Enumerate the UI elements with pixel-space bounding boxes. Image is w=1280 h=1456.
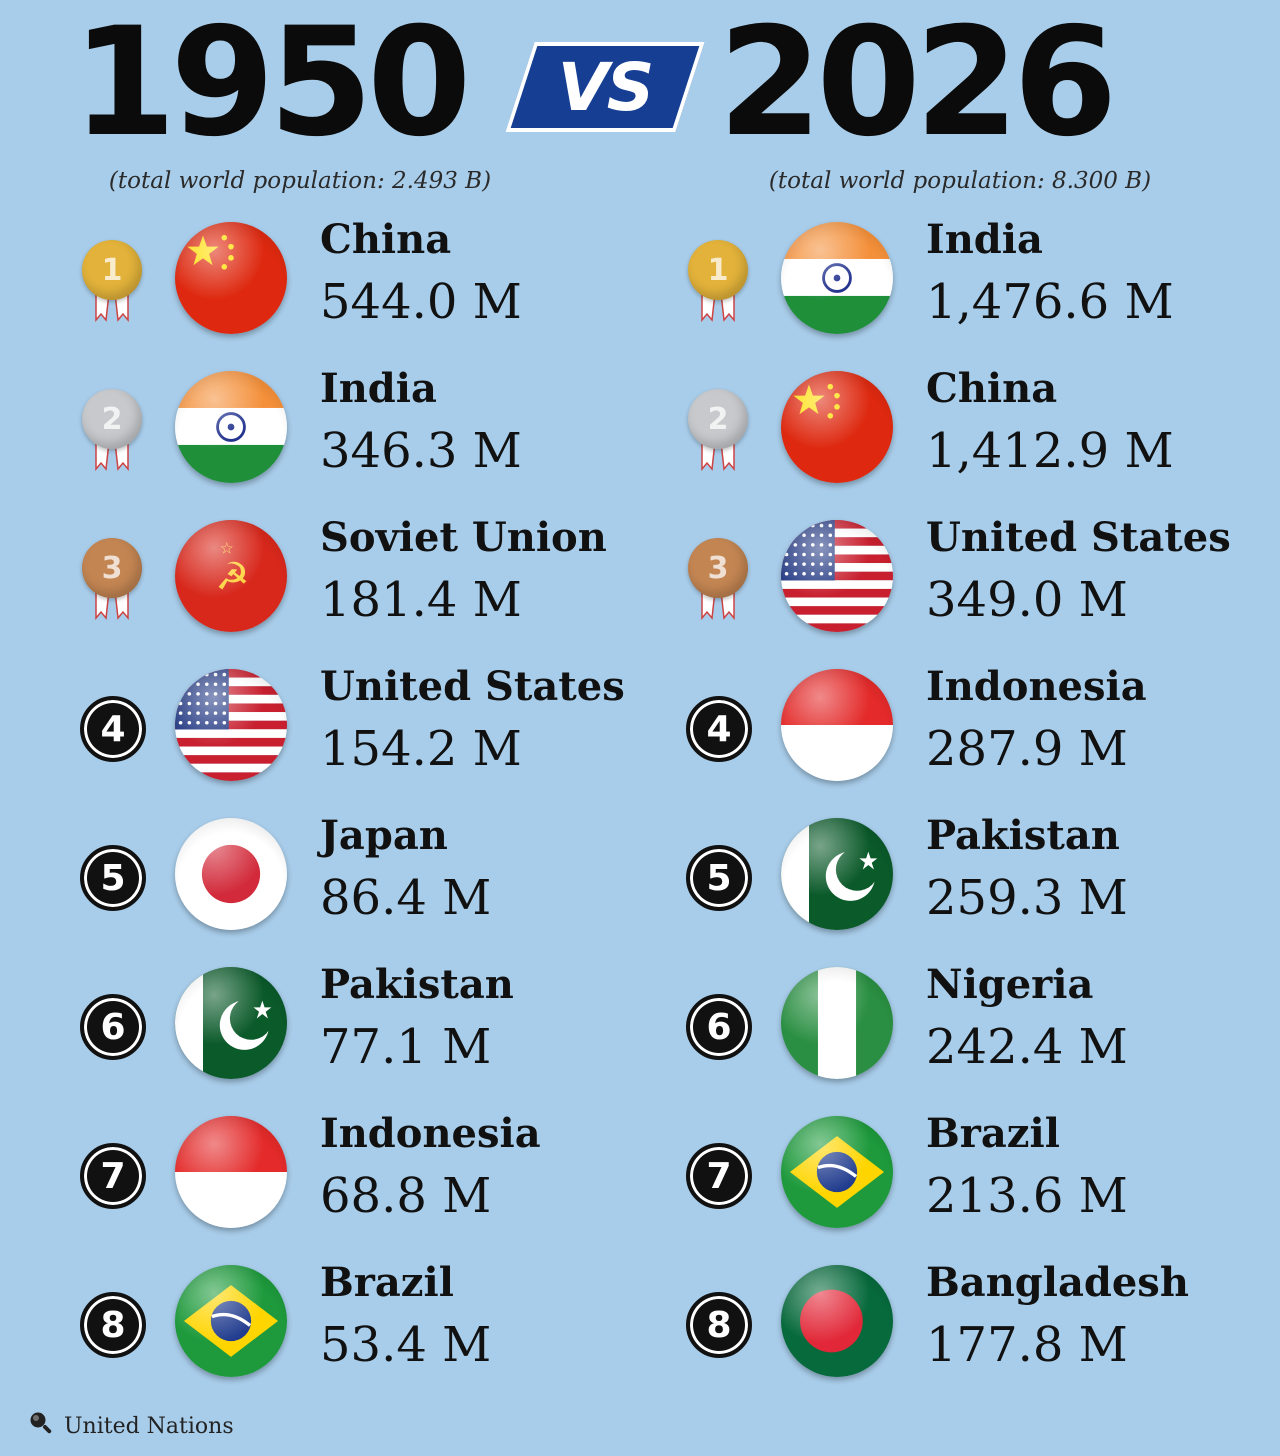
rank-badge: 5: [686, 845, 752, 911]
indonesia-flag-icon: [781, 669, 893, 781]
list-item: 6 Nigeria 242.4 M: [686, 961, 1246, 1097]
list-item: 5 Japan 86.4 M: [80, 812, 640, 948]
list-item: 3 United States 349.0 M: [686, 514, 1246, 650]
population-value: 86.4 M: [320, 870, 492, 926]
search-icon: [28, 1410, 54, 1442]
population-value: 53.4 M: [320, 1317, 492, 1373]
country-name: China: [926, 365, 1058, 412]
rank-badge: 4: [686, 696, 752, 762]
country-name: United States: [320, 663, 625, 710]
bronze-medal-icon: 3: [686, 538, 750, 628]
list-item: 1 China 544.0 M: [80, 216, 640, 352]
year-2026-heading: 2026: [718, 0, 1117, 170]
silver-medal-icon: 2: [686, 389, 750, 479]
list-item: 6 Pakistan 77.1 M: [80, 961, 640, 1097]
list-item: 1 India 1,476.6 M: [686, 216, 1246, 352]
svg-text:☭: ☭: [215, 554, 249, 598]
japan-flag-icon: [175, 818, 287, 930]
country-name: Indonesia: [320, 1110, 541, 1157]
country-name: Indonesia: [926, 663, 1147, 710]
population-value: 242.4 M: [926, 1019, 1128, 1075]
rank-badge: 8: [686, 1292, 752, 1358]
rank-number: 1: [688, 240, 748, 300]
country-name: United States: [926, 514, 1231, 561]
country-name: Soviet Union: [320, 514, 607, 561]
indonesia-flag-icon: [175, 1116, 287, 1228]
gold-medal-icon: 1: [80, 240, 144, 330]
population-value: 259.3 M: [926, 870, 1128, 926]
gold-medal-icon: 1: [686, 240, 750, 330]
rank-badge: 6: [686, 994, 752, 1060]
svg-text:☆: ☆: [220, 539, 234, 558]
rank-badge: 6: [80, 994, 146, 1060]
list-item: 3 ☭ ☆ Soviet Union 181.4 M: [80, 514, 640, 650]
country-name: India: [926, 216, 1043, 263]
pakistan-flag-icon: [781, 818, 893, 930]
bronze-medal-icon: 3: [80, 538, 144, 628]
population-value: 349.0 M: [926, 572, 1128, 628]
population-value: 1,476.6 M: [926, 274, 1174, 330]
country-name: Nigeria: [926, 961, 1094, 1008]
rank-number: 3: [82, 538, 142, 598]
list-item: 7 Brazil 213.6 M: [686, 1110, 1246, 1246]
country-name: India: [320, 365, 437, 412]
rank-badge: 7: [80, 1143, 146, 1209]
list-item: 2 China 1,412.9 M: [686, 365, 1246, 501]
source-label: United Nations: [64, 1413, 234, 1439]
population-value: 68.8 M: [320, 1168, 492, 1224]
list-item: 8 Brazil 53.4 M: [80, 1259, 640, 1395]
brazil-flag-icon: [781, 1116, 893, 1228]
population-value: 177.8 M: [926, 1317, 1128, 1373]
subtitle-1950-total: (total world population: 2.493 B): [108, 168, 492, 194]
list-item: 5 Pakistan 259.3 M: [686, 812, 1246, 948]
rank-number: 2: [688, 389, 748, 449]
rank-badge: 5: [80, 845, 146, 911]
list-item: 7 Indonesia 68.8 M: [80, 1110, 640, 1246]
subtitle-2026-total: (total world population: 8.300 B): [768, 168, 1152, 194]
silver-medal-icon: 2: [80, 389, 144, 479]
population-value: 1,412.9 M: [926, 423, 1174, 479]
china-flag-icon: [175, 222, 287, 334]
source-credit: United Nations: [28, 1410, 234, 1442]
pakistan-flag-icon: [175, 967, 287, 1079]
country-name: Pakistan: [320, 961, 514, 1008]
population-value: 213.6 M: [926, 1168, 1128, 1224]
rank-number: 3: [688, 538, 748, 598]
usa-flag-icon: [781, 520, 893, 632]
rank-number: 2: [82, 389, 142, 449]
population-value: 544.0 M: [320, 274, 522, 330]
rank-badge: 7: [686, 1143, 752, 1209]
country-name: Japan: [320, 812, 448, 859]
country-name: Brazil: [926, 1110, 1060, 1157]
usa-flag-icon: [175, 669, 287, 781]
population-value: 181.4 M: [320, 572, 522, 628]
ussr-flag-icon: ☭ ☆: [175, 520, 287, 632]
population-value: 77.1 M: [320, 1019, 492, 1075]
population-value: 287.9 M: [926, 721, 1128, 777]
country-name: China: [320, 216, 452, 263]
india-flag-icon: [175, 371, 287, 483]
bangladesh-flag-icon: [781, 1265, 893, 1377]
list-item: 8 Bangladesh 177.8 M: [686, 1259, 1246, 1395]
list-item: 4 United States 154.2 M: [80, 663, 640, 799]
vs-label: VS: [557, 48, 655, 126]
rank-badge: 8: [80, 1292, 146, 1358]
list-item: 4 Indonesia 287.9 M: [686, 663, 1246, 799]
nigeria-flag-icon: [781, 967, 893, 1079]
list-item: 2 India 346.3 M: [80, 365, 640, 501]
country-name: Brazil: [320, 1259, 454, 1306]
india-flag-icon: [781, 222, 893, 334]
rank-number: 1: [82, 240, 142, 300]
year-1950-heading: 1950: [72, 0, 471, 170]
brazil-flag-icon: [175, 1265, 287, 1377]
country-name: Bangladesh: [926, 1259, 1189, 1306]
population-value: 154.2 M: [320, 721, 522, 777]
country-name: Pakistan: [926, 812, 1120, 859]
rank-badge: 4: [80, 696, 146, 762]
china-flag-icon: [781, 371, 893, 483]
population-value: 346.3 M: [320, 423, 522, 479]
